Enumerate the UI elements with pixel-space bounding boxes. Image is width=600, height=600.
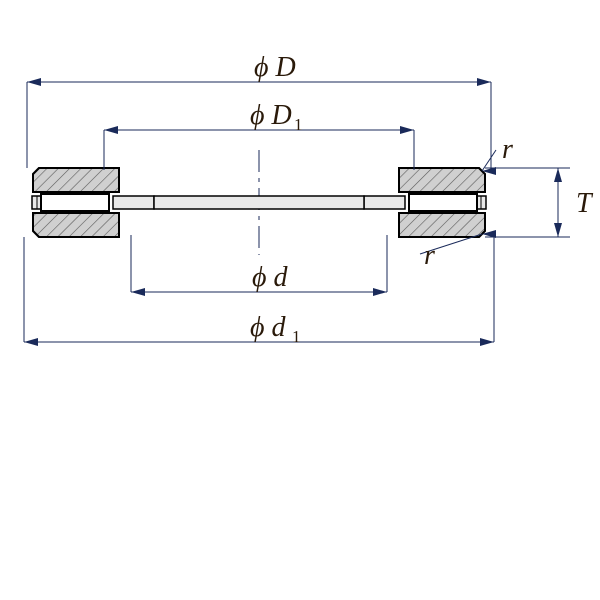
label-r_top: r: [502, 134, 513, 165]
label-r_bot: r: [424, 240, 435, 271]
label-phiD1: ϕ D: [250, 100, 292, 131]
label-T: T: [576, 188, 594, 219]
label-phid1: ϕ d: [250, 312, 286, 343]
label-phiD1_sub: 1: [294, 115, 303, 134]
label-phiD: ϕ D: [254, 52, 296, 83]
label-phid: ϕ d: [252, 262, 288, 293]
label-phid1_sub: 1: [292, 327, 301, 346]
